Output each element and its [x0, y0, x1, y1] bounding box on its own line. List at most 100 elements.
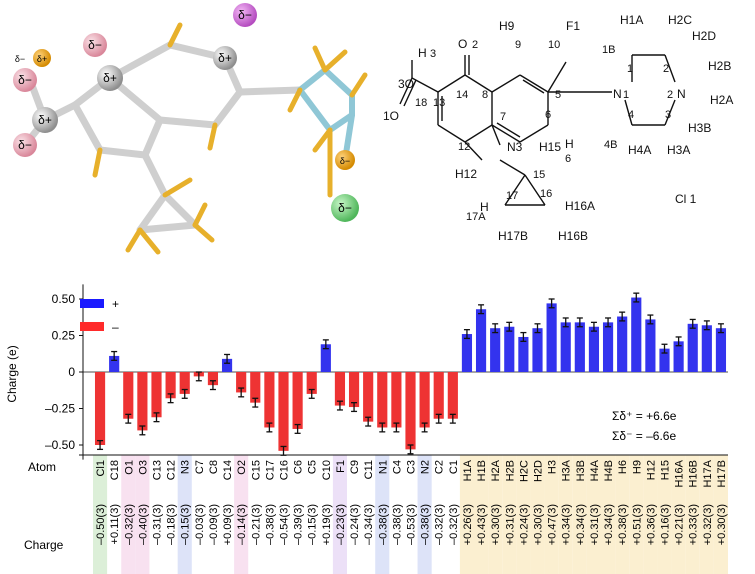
- charge-label: δ−: [18, 73, 32, 87]
- bonds: [21, 22, 368, 255]
- error-bar: [97, 439, 104, 451]
- atom-tick-label: H9: [631, 460, 643, 474]
- error-bar: [336, 400, 343, 411]
- bar: [673, 341, 684, 372]
- error-bar: [534, 323, 541, 334]
- row-label-atom: Atom: [28, 460, 56, 474]
- atom-tick-label: H2B: [504, 460, 516, 481]
- charge-value-label: +0.24(3): [518, 504, 530, 545]
- atom-label: H2D: [692, 29, 716, 43]
- y-tick-label: 0.50: [52, 292, 76, 306]
- atom-tick-label: H15: [660, 460, 672, 480]
- charge-value-label: +0.43(3): [476, 504, 488, 545]
- bar: [250, 372, 261, 403]
- atom-label: H: [565, 137, 574, 151]
- atom-tick-label: C4: [391, 460, 403, 474]
- structural-formula: O 2 H 3 3O 18 13 14 1O 8 H9 9 10 F1 5 7 …: [383, 13, 733, 243]
- atom-label: 7: [500, 111, 506, 123]
- y-tick-label: 0: [68, 365, 75, 379]
- atom-label: 15: [533, 169, 545, 181]
- bar: [334, 372, 346, 406]
- atom-tick-label: H2C: [518, 460, 530, 482]
- charge-label: δ−: [15, 54, 25, 64]
- category-highlight: [544, 455, 559, 574]
- charge-value-label: +0.32(3): [702, 504, 714, 545]
- y-axis-label: Charge (e): [5, 345, 19, 402]
- atom-tick-label: H12: [645, 460, 657, 480]
- atom-label: 17A: [466, 211, 486, 223]
- charge-value-label: +0.30(3): [716, 504, 728, 545]
- error-bar: [520, 331, 527, 342]
- charge-label: δ−: [238, 8, 252, 22]
- sum-plus-annotation: Σδ⁺ = +6.6e: [612, 409, 677, 423]
- atom-tick-label: C11: [363, 460, 375, 479]
- atom-tick-label: H3A: [561, 459, 573, 481]
- legend: + –: [80, 297, 119, 334]
- atom-tick-label: F1: [335, 460, 347, 473]
- atom-label: 2: [472, 39, 478, 51]
- error-bar: [393, 422, 400, 433]
- error-bar: [407, 444, 414, 455]
- molecule-3d-render: δ− δ− δ+ δ+ δ− δ− δ+ δ− δ+ δ− δ−: [13, 3, 368, 255]
- atom-label: 1: [623, 89, 629, 101]
- charge-value-label: –0.03(3): [194, 504, 206, 545]
- error-bar: [181, 388, 188, 399]
- bar: [701, 325, 712, 372]
- atom-tick-label: H17B: [716, 460, 728, 488]
- charge-value-label: +0.19(3): [321, 504, 333, 545]
- partial-charge-labels: δ− δ− δ+ δ+ δ− δ− δ+ δ− δ+ δ− δ−: [15, 8, 352, 215]
- atom-label: 14: [456, 89, 468, 101]
- category-highlight: [671, 455, 686, 574]
- error-bar: [633, 292, 640, 303]
- bar: [137, 372, 148, 431]
- atom-tick-labels: Cl1 C18 O1 O3 C13 C12 N3 C7 C8 C14 O2 C15 C17 C16 C6 C5…: [95, 459, 728, 487]
- atom-spheres: [13, 3, 359, 222]
- atom-label: 6: [545, 109, 551, 121]
- charge-label: δ+: [218, 51, 232, 65]
- error-bar: [435, 413, 442, 424]
- row-label-charge: Charge: [24, 538, 64, 552]
- bar: [264, 372, 275, 428]
- atom-label: H3A: [667, 143, 690, 157]
- category-highlight: [615, 455, 630, 574]
- error-bar: [619, 311, 626, 322]
- bars: [94, 292, 727, 456]
- bar: [377, 372, 388, 428]
- bar: [574, 322, 585, 372]
- bar: [532, 328, 543, 372]
- bar: [475, 309, 487, 372]
- atom-tick-label: O2: [236, 460, 248, 475]
- charge-value-label: +0.21(3): [674, 504, 686, 545]
- atom-label: 5: [555, 89, 561, 101]
- sum-minus-annotation: Σδ⁻ = –6.6e: [612, 429, 676, 443]
- charge-value-label: –0.14(3): [236, 504, 248, 545]
- charge-value-label: –0.34(3): [363, 504, 375, 545]
- charge-value-label: –0.15(3): [180, 504, 192, 545]
- error-bar: [365, 416, 372, 427]
- bar: [306, 372, 317, 394]
- atom-tick-label: C12: [166, 460, 178, 480]
- atom-label: 16: [540, 188, 552, 200]
- charge-value-labels: –0.50(3) +0.11(3) –0.32(3) –0.40(3) –0.31(3)…: [95, 504, 728, 545]
- bar: [94, 372, 106, 445]
- formula-labels: O 2 H 3 3O 18 13 14 1O 8 H9 9 10 F1 5 7 …: [383, 13, 733, 243]
- error-bar: [675, 336, 682, 347]
- charge-label: δ+: [103, 71, 117, 85]
- atom-label: H: [418, 46, 427, 60]
- atom-label: 1B: [602, 44, 615, 56]
- atom-tick-label: C17: [264, 460, 276, 480]
- error-bar: [703, 320, 710, 331]
- bar: [560, 322, 571, 372]
- error-bar: [689, 318, 696, 329]
- charge-value-label: –0.38(3): [377, 504, 389, 545]
- bar: [151, 372, 162, 418]
- atom-tick-label: H1A: [462, 459, 474, 481]
- charge-value-label: +0.33(3): [688, 504, 700, 545]
- atom-tick-label: N2: [420, 460, 432, 474]
- category-highlight: [488, 455, 503, 574]
- category-highlight: [332, 455, 347, 574]
- bar: [123, 372, 134, 419]
- atom-label: Cl 1: [675, 192, 697, 206]
- atom-tick-label: C6: [293, 460, 305, 474]
- bar: [447, 372, 458, 419]
